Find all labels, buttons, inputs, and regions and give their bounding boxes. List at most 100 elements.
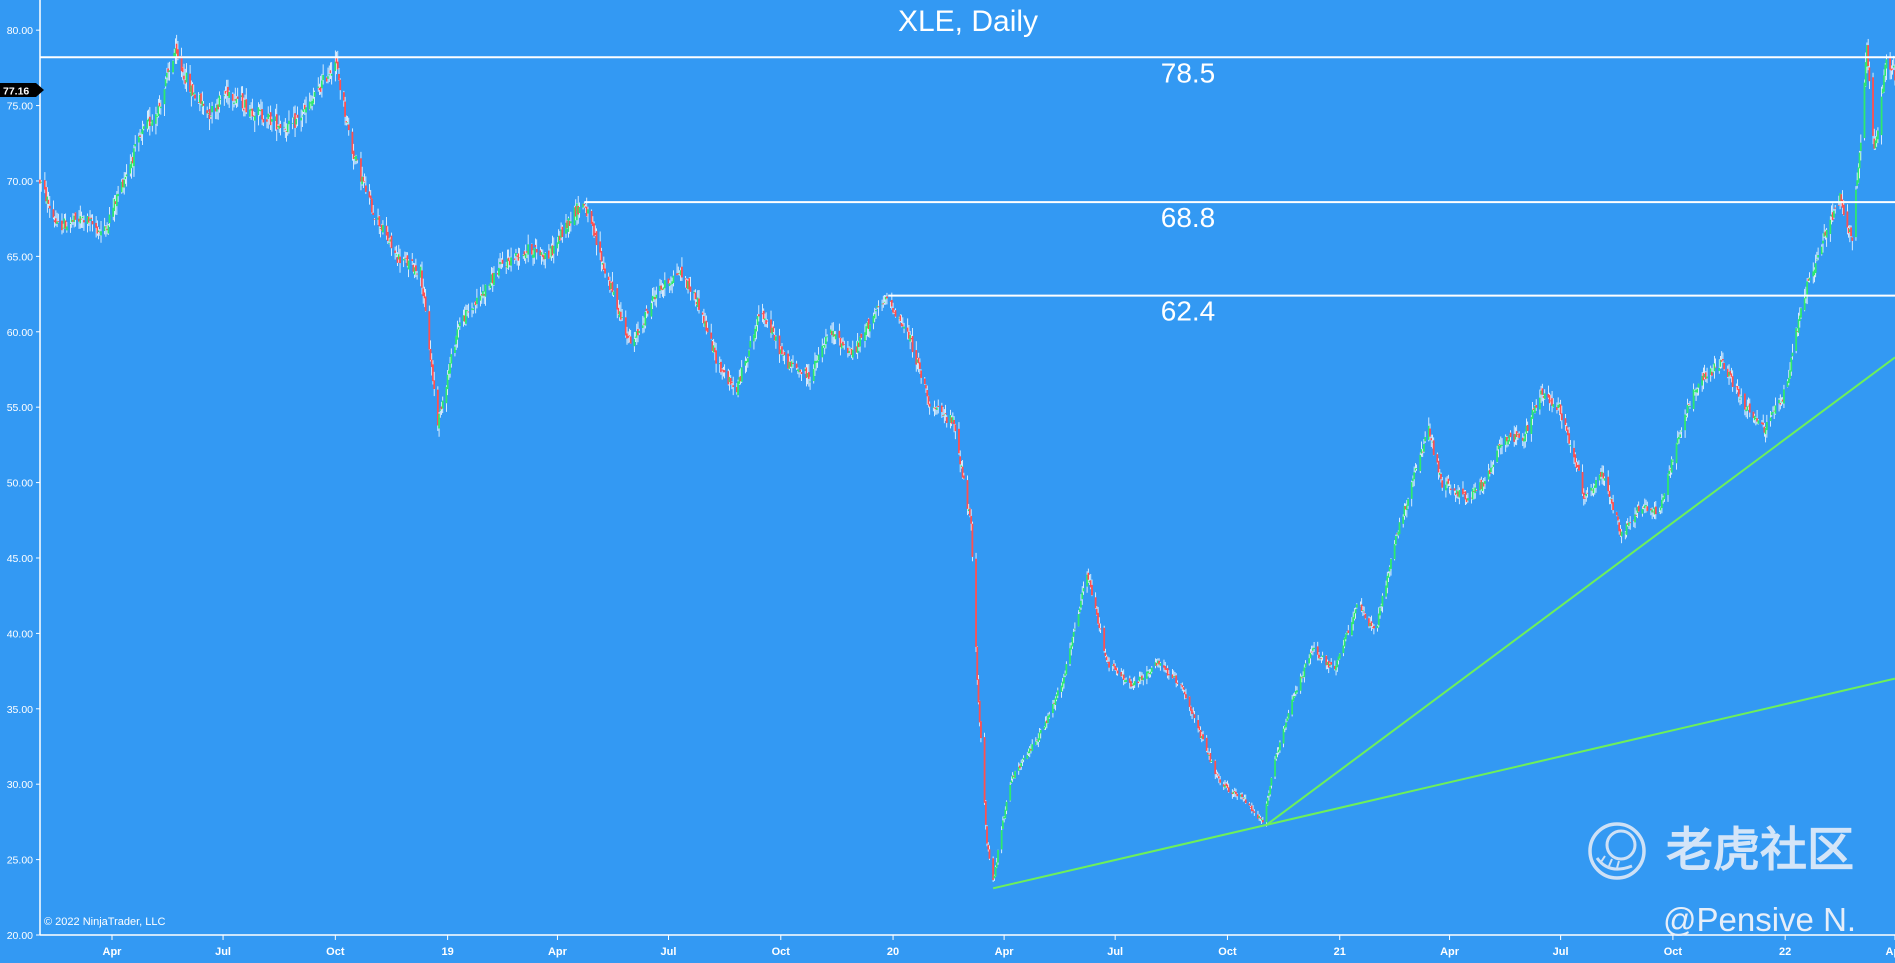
candle-body — [1675, 443, 1678, 464]
candle-body — [1111, 665, 1114, 667]
candle-body — [1330, 661, 1333, 665]
candle-body — [1521, 437, 1524, 441]
candle-body — [173, 52, 176, 58]
candle-body — [919, 362, 921, 369]
candle-body — [192, 92, 195, 95]
candle-body — [489, 283, 492, 289]
candle-body — [1294, 690, 1297, 695]
copyright-text: © 2022 NinjaTrader, LLC — [44, 916, 165, 928]
candle-body — [602, 263, 605, 271]
candle-body — [362, 176, 365, 182]
candle-body — [1726, 368, 1729, 378]
candle-body — [1329, 663, 1331, 666]
candle-body — [1620, 531, 1623, 537]
candle-body — [876, 305, 879, 308]
candle-body — [245, 99, 248, 113]
candle-body — [659, 285, 661, 291]
candle-body — [83, 220, 85, 223]
candle-body — [394, 250, 397, 253]
candle-body — [467, 311, 470, 313]
candle-body — [1454, 492, 1457, 495]
candle-body — [1310, 651, 1313, 653]
candle-body — [668, 283, 671, 287]
candle-body — [1410, 482, 1413, 499]
candle-body — [1021, 760, 1024, 762]
candle-body — [1796, 331, 1799, 332]
candle-body — [100, 231, 102, 236]
candle-body — [471, 308, 473, 310]
candle-body — [117, 193, 120, 197]
candle-body — [1496, 450, 1499, 462]
candle-body — [633, 339, 636, 347]
candle-body — [1797, 319, 1800, 333]
candle-body — [522, 254, 525, 257]
candle-body — [1030, 749, 1032, 751]
candle-body — [805, 367, 808, 378]
candle-body — [336, 61, 339, 70]
candle-body — [1397, 531, 1400, 536]
candle-body — [53, 220, 56, 223]
candle-body — [532, 254, 534, 258]
candle-body — [892, 307, 894, 313]
candle-body — [825, 336, 827, 345]
candle-body — [325, 77, 328, 82]
candle-body — [1338, 653, 1341, 659]
candle-body — [704, 321, 707, 327]
candle-body — [1798, 315, 1801, 321]
candle-body — [749, 340, 752, 348]
candle-body — [1282, 728, 1285, 744]
candle-body — [122, 179, 124, 188]
candle-body — [405, 257, 408, 259]
x-tick-label: Oct — [772, 946, 791, 958]
candle-body — [291, 122, 294, 124]
candle-body — [816, 360, 819, 363]
candle-body — [1859, 142, 1862, 152]
candle-body — [1628, 522, 1630, 526]
candle-body — [120, 181, 123, 193]
candle-body — [1441, 480, 1444, 488]
candle-body — [932, 406, 935, 408]
candle-body — [157, 105, 160, 117]
candle-body — [1863, 82, 1866, 139]
candle-body — [1855, 189, 1857, 238]
candle-body — [473, 304, 476, 306]
candle-body — [1037, 738, 1040, 742]
candle-body — [65, 226, 68, 231]
candle-body — [233, 102, 235, 104]
candle-body — [975, 558, 977, 647]
candle-body — [438, 413, 440, 429]
candle-body — [783, 351, 786, 356]
candle-body — [321, 80, 323, 89]
candle-body — [526, 251, 528, 253]
candle-body — [112, 207, 115, 217]
candle-body — [1618, 522, 1621, 532]
candle-body — [695, 301, 698, 305]
candle-body — [476, 297, 478, 305]
candle-body — [353, 157, 356, 159]
candle-body — [1745, 409, 1748, 412]
candle-body — [224, 91, 227, 94]
candle-body — [1012, 775, 1015, 777]
candle-body — [765, 320, 768, 325]
candle-body — [770, 319, 772, 333]
candle-body — [1504, 436, 1507, 445]
candle-body — [216, 104, 218, 112]
candle-body — [91, 221, 94, 225]
candle-body — [1086, 574, 1088, 587]
candle-body — [1044, 721, 1047, 728]
candle-body — [1139, 677, 1142, 679]
y-tick-label: 25.00 — [7, 855, 33, 867]
candle-body — [352, 150, 355, 159]
candle-body — [790, 361, 793, 367]
candle-body — [772, 326, 775, 333]
candle-body — [257, 107, 260, 116]
candle-body — [390, 235, 393, 249]
candle-body — [807, 372, 810, 379]
candle-body — [1541, 388, 1544, 395]
candle-body — [958, 428, 960, 454]
candle-body — [1839, 193, 1841, 202]
candle-body — [1703, 373, 1706, 378]
candle-body — [1154, 662, 1157, 666]
candle-body — [1719, 359, 1722, 367]
x-tick-label: Apr — [1886, 946, 1895, 958]
